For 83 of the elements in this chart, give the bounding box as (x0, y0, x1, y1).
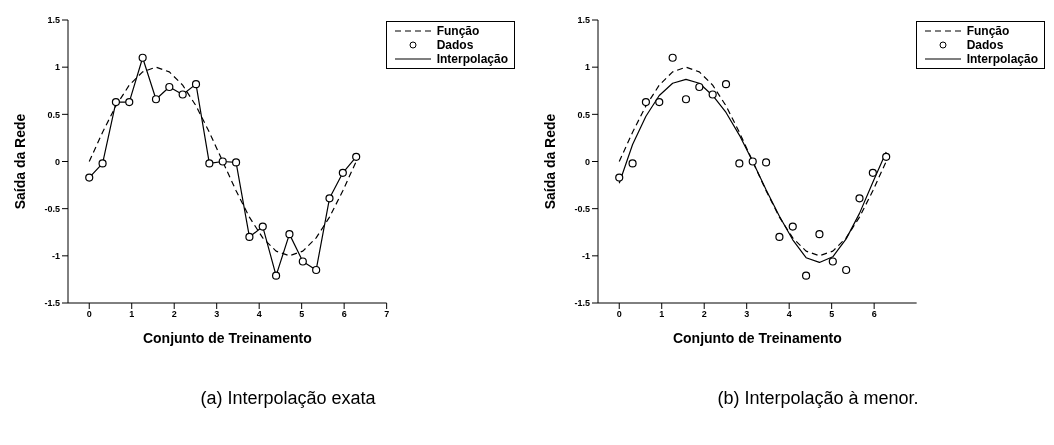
point (735, 159, 744, 168)
x-tick-label: 6 (871, 309, 877, 320)
legend-label: Dados (436, 38, 474, 52)
x-tick-label: 3 (214, 309, 220, 320)
point (285, 230, 294, 239)
point (85, 173, 94, 182)
point (165, 82, 174, 92)
point (748, 157, 757, 166)
y-tick-label: -0.5 (44, 203, 60, 214)
x-tick-label: 7 (384, 309, 390, 320)
point (338, 168, 347, 177)
text: (a) Interpolação exata (199, 388, 377, 409)
x-axis-title: Conjunto de Treinamento (672, 330, 842, 346)
x-tick-label: 4 (256, 309, 262, 320)
point (775, 232, 784, 242)
legend-label: Dados (966, 38, 1004, 52)
point (721, 80, 731, 89)
point (801, 271, 811, 280)
y-tick-label: 1.5 (577, 15, 590, 26)
y-tick-label: 0.5 (577, 109, 590, 120)
point (178, 90, 187, 99)
y-tick-label: -0.5 (574, 203, 590, 214)
point (828, 257, 837, 266)
legend-label: Interpolação (966, 52, 1038, 66)
point (325, 194, 334, 203)
y-tick-label: 0.5 (47, 109, 60, 120)
point (882, 152, 891, 161)
point (655, 97, 664, 107)
point (681, 95, 691, 104)
point (641, 97, 651, 107)
y-tick-label: -1 (51, 251, 60, 262)
y-tick-label: 0 (54, 156, 60, 167)
x-tick-label: 2 (171, 309, 177, 320)
x-tick-label: 0 (616, 309, 622, 320)
x-tick-label: 5 (829, 309, 835, 320)
y-tick-label: -1.5 (44, 298, 60, 309)
x-tick-label: 6 (341, 309, 347, 320)
point (708, 90, 717, 99)
point (815, 230, 824, 239)
point (352, 152, 361, 161)
x-tick-label: 0 (86, 309, 92, 320)
point (615, 173, 624, 182)
point (761, 158, 771, 167)
point (668, 53, 677, 62)
point (258, 222, 267, 231)
point (245, 232, 254, 242)
legend-label: Função (966, 24, 1010, 38)
y-tick-label: 1 (584, 62, 590, 73)
point (218, 157, 227, 166)
x-axis-title: Conjunto de Treinamento (142, 330, 312, 346)
y-tick-label: -1.5 (574, 298, 590, 309)
y-tick-label: 1 (54, 62, 60, 73)
point (695, 82, 704, 92)
point (312, 265, 321, 275)
point (271, 271, 281, 280)
point (231, 158, 241, 167)
point (138, 53, 147, 62)
x-tick-label: 2 (701, 309, 707, 320)
point (788, 222, 797, 231)
legend-label: Função (436, 24, 480, 38)
x-tick-label: 1 (659, 309, 665, 320)
legend-label: Interpolação (436, 52, 508, 66)
x-tick-label: 5 (299, 309, 305, 320)
y-tick-label: -1 (581, 251, 590, 262)
point (191, 80, 201, 89)
point (298, 257, 307, 266)
point (842, 265, 851, 275)
point (205, 159, 214, 168)
y-tick-label: 0 (584, 156, 590, 167)
text: (b) Interpolação à menor. (716, 388, 920, 409)
point (111, 97, 121, 107)
x-tick-label: 3 (744, 309, 750, 320)
point (868, 168, 877, 177)
point (98, 159, 107, 168)
point (151, 95, 161, 104)
y-tick-label: 1.5 (47, 15, 60, 26)
y-axis-title: Saída da Rede (11, 113, 28, 210)
point (855, 194, 864, 203)
point (125, 97, 134, 107)
point (628, 159, 637, 168)
x-tick-label: 1 (129, 309, 135, 320)
y-axis-title: Saída da Rede (541, 113, 558, 210)
x-tick-label: 4 (786, 309, 792, 320)
